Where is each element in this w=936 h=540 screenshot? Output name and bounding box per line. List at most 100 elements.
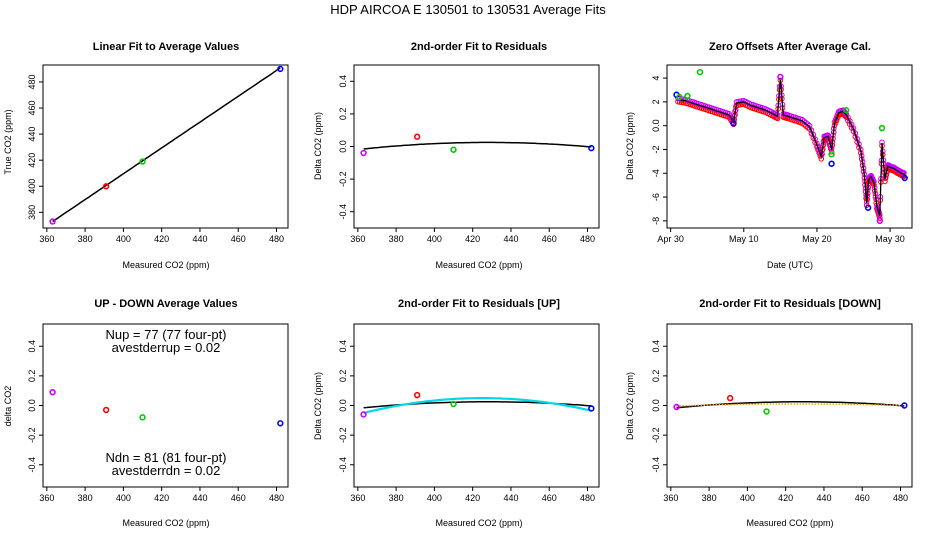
data-point-blue: [864, 204, 872, 211]
x-tick-label: 440: [503, 493, 518, 503]
data-point-green: [842, 107, 850, 114]
data-point-red: [413, 391, 421, 399]
x-tick-label: 440: [816, 493, 831, 503]
x-axis-label: Date (UTC): [767, 260, 813, 270]
x-tick-label: 380: [78, 493, 93, 503]
panel-up-down: UP - DOWN Average Values Measured CO2 (p…: [3, 298, 289, 528]
x-tick-label: 380: [78, 234, 93, 244]
x-tick-label: 420: [154, 493, 169, 503]
x-tick-label: 400: [116, 493, 131, 503]
x-axis-label: Measured CO2 (ppm): [435, 518, 522, 528]
x-tick-label: 480: [580, 493, 595, 503]
x-tick-label: 400: [427, 493, 442, 503]
x-tick-label: 380: [702, 493, 717, 503]
x-tick-label: 360: [39, 234, 54, 244]
data-point-red: [102, 183, 110, 190]
panel-zero-offsets: Zero Offsets After Average Cal. Date (UT…: [625, 41, 913, 270]
y-tick-label: 2: [651, 99, 661, 104]
fit-line-black: [52, 67, 281, 223]
data-point-green: [828, 151, 835, 158]
x-tick-label: 460: [542, 493, 557, 503]
plot-frame: [666, 64, 913, 229]
x-tick-label: 440: [192, 234, 207, 244]
x-tick-label: 480: [269, 493, 284, 503]
fit-line-black: [363, 141, 592, 150]
data-point-green: [450, 400, 457, 408]
x-tick-label: May 30: [875, 234, 905, 244]
panel-title: 2nd-order Fit to Residuals: [411, 41, 547, 53]
y-axis-label: Delta CO2 (ppm): [625, 372, 635, 440]
data-point-purple: [360, 411, 367, 418]
data-point-green: [763, 408, 770, 415]
x-tick-label: 420: [465, 493, 480, 503]
y-tick-label: -0.4: [338, 457, 348, 473]
y-tick-label: 0.2: [338, 370, 348, 383]
data-point-green: [139, 158, 146, 165]
data-point-green: [684, 92, 691, 100]
x-tick-label: 420: [778, 493, 793, 503]
y-tick-label: -0.4: [651, 457, 661, 473]
x-axis-label: Measured CO2 (ppm): [122, 518, 209, 528]
panel-title: 2nd-order Fit to Residuals [DOWN]: [699, 298, 881, 310]
fit-line-black: [676, 401, 905, 409]
y-axis-label: Delta CO2 (ppm): [313, 372, 323, 440]
y-tick-label: -0.2: [338, 171, 348, 187]
y-axis-label: delta CO2: [3, 386, 13, 427]
y-axis-label: True CO2 (ppm): [3, 109, 13, 174]
x-tick-label: 440: [503, 234, 518, 244]
data-point-blue: [730, 120, 737, 127]
plot-frame: [42, 64, 289, 229]
panel-residual-fit: 2nd-order Fit to Residuals Measured CO2 …: [313, 41, 600, 270]
x-tick-label: 400: [116, 234, 131, 244]
x-axis-label: Measured CO2 (ppm): [435, 260, 522, 270]
y-tick-label: 0.0: [338, 399, 348, 412]
series-line: [677, 78, 905, 217]
y-tick-label: 380: [27, 205, 37, 220]
fit-line-cyan: [363, 397, 592, 415]
data-point-blue: [277, 65, 284, 73]
x-tick-label: 460: [542, 234, 557, 244]
data-point-purple: [360, 149, 367, 157]
x-axis-label: Measured CO2 (ppm): [746, 518, 833, 528]
panel-title: UP - DOWN Average Values: [94, 298, 237, 310]
x-tick-label: Apr 30: [657, 234, 684, 244]
y-tick-label: -2: [651, 145, 661, 153]
y-tick-label: 0.4: [338, 340, 348, 353]
y-tick-label: -6: [651, 193, 661, 201]
data-point-red: [413, 133, 421, 140]
x-tick-label: May 10: [729, 234, 759, 244]
data-point-green: [450, 146, 457, 153]
y-tick-label: 0.0: [338, 140, 348, 153]
x-tick-label: May 20: [802, 234, 832, 244]
data-point-green: [676, 93, 683, 101]
data-point-blue: [901, 402, 908, 409]
x-tick-label: 460: [231, 234, 246, 244]
panel-title: 2nd-order Fit to Residuals [UP]: [398, 298, 560, 310]
y-tick-label: -0.2: [651, 427, 661, 443]
data-point-green: [139, 414, 146, 421]
nup-annotation: Nup = 77 (77 four-pt): [105, 327, 226, 342]
y-tick-label: 0.2: [338, 108, 348, 121]
y-tick-label: 480: [27, 74, 37, 89]
x-axis-label: Measured CO2 (ppm): [122, 260, 209, 270]
data-point-green: [878, 124, 886, 132]
panel-title: Linear Fit to Average Values: [93, 41, 240, 53]
panel-residual-fit-down: 2nd-order Fit to Residuals [DOWN] Measur…: [625, 298, 913, 528]
data-point-purple: [673, 403, 680, 411]
avestderrup-annotation: avestderrup = 0.02: [112, 340, 221, 355]
y-tick-label: -0.4: [338, 204, 348, 220]
y-tick-label: 0.2: [27, 370, 37, 383]
data-point-blue: [277, 420, 284, 427]
panel-linear-fit: Linear Fit to Average Values Measured CO…: [3, 41, 289, 270]
x-tick-label: 360: [663, 493, 678, 503]
x-tick-label: 380: [389, 234, 404, 244]
x-tick-label: 440: [192, 493, 207, 503]
data-point-green: [696, 68, 704, 76]
y-tick-label: 0.4: [338, 75, 348, 88]
x-tick-label: 360: [350, 493, 365, 503]
y-tick-label: 400: [27, 179, 37, 194]
data-point-purple: [777, 73, 784, 81]
y-tick-label: 420: [27, 153, 37, 168]
x-tick-label: 460: [855, 493, 870, 503]
